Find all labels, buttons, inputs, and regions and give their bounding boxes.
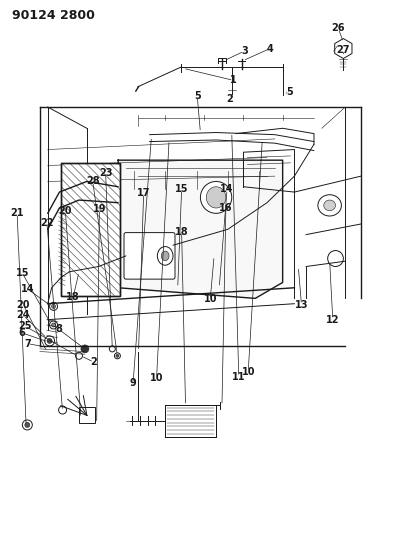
Text: 20: 20 xyxy=(17,300,30,310)
Ellipse shape xyxy=(200,181,232,213)
Text: 12: 12 xyxy=(326,314,340,325)
Text: 15: 15 xyxy=(175,184,188,195)
Text: 2: 2 xyxy=(226,94,233,104)
Circle shape xyxy=(45,336,55,346)
Circle shape xyxy=(59,406,66,414)
Bar xyxy=(61,163,120,296)
Text: 13: 13 xyxy=(295,300,308,310)
Text: 10: 10 xyxy=(150,373,163,383)
Ellipse shape xyxy=(206,187,226,208)
Text: 27: 27 xyxy=(336,45,350,54)
Bar xyxy=(61,163,120,296)
Text: 90124 2800: 90124 2800 xyxy=(13,9,95,22)
Text: 7: 7 xyxy=(24,338,31,349)
Circle shape xyxy=(109,346,115,352)
Circle shape xyxy=(51,323,55,327)
Text: 10: 10 xyxy=(204,294,217,304)
Text: 11: 11 xyxy=(232,372,246,382)
Text: 6: 6 xyxy=(19,328,26,338)
Circle shape xyxy=(75,352,83,359)
Text: 10: 10 xyxy=(241,367,255,377)
Ellipse shape xyxy=(318,195,342,216)
Text: 17: 17 xyxy=(137,188,151,198)
Ellipse shape xyxy=(324,200,336,211)
Text: 14: 14 xyxy=(220,184,234,195)
Text: 18: 18 xyxy=(175,227,188,237)
Text: 5: 5 xyxy=(286,87,293,97)
Circle shape xyxy=(22,420,32,430)
Text: 1: 1 xyxy=(230,76,237,85)
Ellipse shape xyxy=(157,247,173,265)
Circle shape xyxy=(50,321,57,329)
Polygon shape xyxy=(335,38,352,59)
Text: 16: 16 xyxy=(219,203,233,213)
Circle shape xyxy=(25,423,30,427)
Circle shape xyxy=(114,353,120,359)
Ellipse shape xyxy=(161,251,169,261)
Circle shape xyxy=(47,338,52,343)
Text: 22: 22 xyxy=(40,218,54,228)
Text: 25: 25 xyxy=(18,321,32,331)
Text: 21: 21 xyxy=(10,208,24,219)
Text: 5: 5 xyxy=(194,91,201,101)
Bar xyxy=(79,407,95,423)
Circle shape xyxy=(50,302,57,310)
Text: 9: 9 xyxy=(130,378,136,389)
Text: 19: 19 xyxy=(93,204,106,214)
Circle shape xyxy=(116,354,119,357)
Text: 23: 23 xyxy=(99,168,112,179)
Text: 18: 18 xyxy=(66,292,80,302)
Text: 24: 24 xyxy=(17,310,30,320)
Text: 4: 4 xyxy=(267,44,274,53)
Text: 15: 15 xyxy=(15,268,29,278)
Text: 3: 3 xyxy=(241,46,248,56)
Polygon shape xyxy=(118,160,283,298)
Bar xyxy=(165,405,216,437)
Text: 20: 20 xyxy=(59,206,72,216)
Bar xyxy=(165,405,216,437)
Text: 28: 28 xyxy=(86,176,99,187)
Text: 2: 2 xyxy=(90,357,97,367)
Text: 26: 26 xyxy=(332,23,345,34)
Circle shape xyxy=(51,304,55,309)
Text: 8: 8 xyxy=(55,324,62,334)
Text: 14: 14 xyxy=(20,284,34,294)
Ellipse shape xyxy=(328,251,343,266)
Circle shape xyxy=(81,345,89,353)
FancyBboxPatch shape xyxy=(124,232,175,279)
